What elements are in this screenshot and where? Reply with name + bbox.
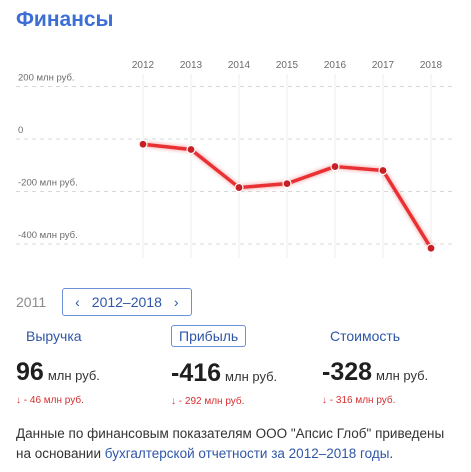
data-point[interactable] [186,144,196,155]
x-tick-label: 2017 [372,60,395,71]
x-tick-label: 2015 [276,60,299,71]
x-tick-label: 2014 [228,60,251,71]
x-tick-label: 2018 [420,60,443,71]
metric-unit-profit: млн руб. [225,369,278,384]
data-point[interactable] [330,161,340,172]
chevron-right-icon[interactable]: › [173,294,179,310]
metric-unit-cost: млн руб. [376,368,429,383]
y-tick-label: -400 млн руб. [18,230,78,241]
data-point[interactable] [426,243,436,253]
metric-delta-revenue: ↓ - 46 млн руб. [16,395,84,406]
metric-value-revenue: 96 [16,358,44,386]
metric-value-cost[interactable]: Стоимость -328 млн руб. ↓ - 316 млн руб. [322,328,429,406]
metric-delta-profit: ↓ - 292 млн руб. [171,396,245,407]
accounting-report-link[interactable]: бухгалтерской отчетности за 2012–2018 го… [104,446,390,461]
x-tick-label: 2012 [132,60,155,71]
footer-text: Данные по финансовым показателям ООО "Ап… [16,426,445,461]
y-tick-label: -200 млн руб. [18,178,78,189]
data-point[interactable] [282,179,292,189]
period-range: 2012–2018 [91,294,162,310]
metric-label-cost[interactable]: Стоимость [330,328,401,344]
y-tick-label: 0 [18,125,23,136]
page-title: Финансы [16,8,114,31]
footer-text-end: . [389,446,394,461]
chevron-left-icon[interactable]: ‹ [75,294,80,310]
metric-profit[interactable]: Прибыль -416 млн руб. ↓ - 292 млн руб. [171,325,278,407]
data-source-note: Данные по финансовым показателям ООО "Ап… [16,424,462,464]
metric-revenue[interactable]: Выручка 96 млн руб. ↓ - 46 млн руб. [16,328,100,406]
x-tick-label: 2013 [180,60,203,71]
metric-unit-revenue: млн руб. [47,368,100,383]
period-selector-row: 2011 ‹ 2012–2018 › [16,288,192,316]
metric-value-cost-number: -328 [322,358,373,386]
metric-label-revenue[interactable]: Выручка [26,328,82,344]
profit-line-chart: 2012 2013 2014 2015 2016 2017 2018 200 млн руб… [16,60,455,258]
metric-delta-cost: ↓ - 316 млн руб. [322,395,396,406]
prev-period-year[interactable]: 2011 [16,294,47,310]
data-point[interactable] [234,182,244,193]
period-selector[interactable]: ‹ 2012–2018 › [62,288,192,316]
x-tick-label: 2016 [324,60,347,71]
data-point[interactable] [138,139,148,149]
y-tick-label: 200 млн руб. [18,73,75,84]
metric-value-profit: -416 [171,359,222,387]
metric-label-profit[interactable]: Прибыль [171,325,247,347]
data-point[interactable] [378,165,388,176]
